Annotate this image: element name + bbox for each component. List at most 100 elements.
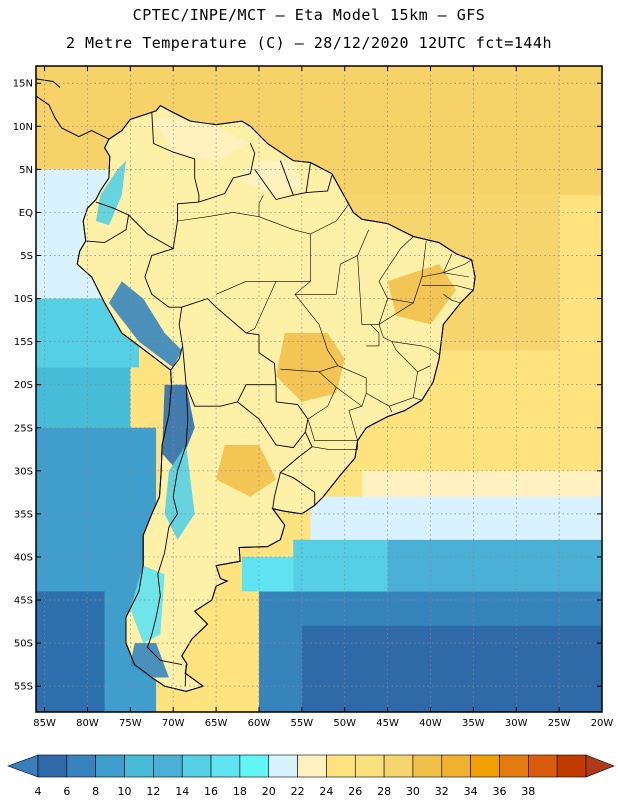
lat-label: 10N: [13, 122, 33, 133]
lon-label: 25W: [548, 718, 571, 729]
state-border: [258, 195, 264, 217]
country-border: [182, 345, 277, 407]
colorbar-swatch: [153, 754, 183, 778]
state-border: [443, 272, 470, 278]
lon-label: 35W: [462, 718, 485, 729]
colorbar-label: 30: [406, 785, 420, 798]
temperature-patch: [130, 565, 165, 644]
lat-label: 40S: [14, 552, 33, 563]
colorbar-label: 12: [146, 785, 160, 798]
lon-label: 45W: [376, 718, 399, 729]
colorbar: 4 6 8 10 12 14 16 18 20 22 24 26 28 30 32 34 36 38: [7, 754, 615, 798]
colorbar-label: 10: [118, 785, 132, 798]
colorbar-swatch: [499, 754, 529, 778]
country-border: [272, 472, 281, 509]
colorbar-label: 6: [63, 785, 70, 798]
colorbar-label: 36: [492, 785, 506, 798]
temperature-patch: [387, 264, 457, 325]
state-border: [245, 281, 277, 334]
colorbar-swatch: [412, 754, 443, 778]
colorbar-swatch: [181, 754, 212, 778]
temperature-patch: [108, 281, 182, 368]
temperature-tile: [387, 539, 602, 592]
country-border: [198, 143, 256, 203]
temperature-patch: [151, 117, 251, 161]
lat-label: 25S: [14, 423, 33, 434]
colorbar-swatch: [95, 754, 125, 778]
colorbar-swatch: [210, 754, 241, 778]
temperature-tile: [241, 556, 294, 592]
lon-label: 80W: [76, 718, 99, 729]
state-border: [294, 229, 369, 295]
country-border: [172, 201, 199, 249]
colorbar-swatch: [470, 754, 500, 778]
temperature-patch: [164, 445, 195, 540]
lon-label: 75W: [119, 718, 142, 729]
lon-label: 20W: [591, 718, 614, 729]
colorbar-label: 34: [464, 785, 478, 798]
lat-label: 20S: [14, 380, 33, 391]
country-border: [85, 201, 130, 244]
colorbar-label: 22: [291, 785, 305, 798]
temperature-tile: [293, 539, 388, 592]
lat-label: 15S: [14, 337, 33, 348]
map-title-line1: CPTEC/INPE/MCT – Eta Model 15km – GFS: [132, 6, 486, 24]
lat-label: 5N: [19, 165, 33, 176]
colorbar-swatch: [354, 754, 385, 778]
lat-label: 30S: [14, 466, 33, 477]
temperature-patch: [216, 445, 277, 497]
country-border: [151, 112, 200, 203]
country-border: [181, 298, 277, 385]
country-border: [128, 214, 184, 371]
lat-label: 35S: [14, 509, 33, 520]
colorbar-swatch: [66, 754, 96, 778]
state-border: [307, 387, 362, 442]
lon-label: 30W: [505, 718, 528, 729]
country-border: [237, 401, 309, 449]
lat-label: EQ: [19, 208, 33, 219]
colorbar-label: 20: [262, 785, 276, 798]
state-border: [421, 285, 474, 291]
colorbar-label: 4: [35, 785, 42, 798]
axis-ticks: 15N 10N 5N EQ 5S 10S 15S 20S 25S 30S 35S 40S 45S 50S 5…: [13, 66, 614, 729]
colorbar-swatch: [528, 754, 558, 778]
lat-label: 5S: [20, 251, 33, 262]
map-title-line2: 2 Metre Temperature (C) – 28/12/2020 12U…: [65, 34, 553, 52]
lat-label: 50S: [14, 639, 33, 650]
state-border: [443, 294, 461, 304]
colorbar-swatch: [37, 754, 68, 778]
lat-label: 15N: [13, 79, 33, 90]
state-border: [318, 365, 367, 407]
state-border: [387, 240, 427, 304]
country-border: [254, 160, 294, 201]
colorbar-high-arrow: [585, 754, 615, 778]
lon-label: 70W: [162, 718, 185, 729]
state-border: [177, 212, 311, 295]
colorbar-swatch: [297, 754, 327, 778]
temperature-patch: [96, 160, 126, 226]
colorbar-swatch: [268, 754, 298, 778]
colorbar-label: 38: [521, 785, 535, 798]
country-border: [184, 664, 187, 687]
temperature-tile: [36, 367, 131, 428]
temperature-tile: [310, 496, 602, 540]
coastline: [76, 104, 476, 692]
colorbar-label: 32: [435, 785, 449, 798]
lat-label: 10S: [14, 294, 33, 305]
temperature-tile: [301, 625, 602, 712]
colorbar-swatch: [441, 754, 471, 778]
colorbar-label: 8: [92, 785, 99, 798]
lon-label: 60W: [248, 718, 271, 729]
colorbar-low-arrow: [7, 754, 39, 778]
temperature-patch: [162, 384, 195, 471]
lon-label: 65W: [205, 718, 228, 729]
lon-label: 55W: [291, 718, 314, 729]
country-border: [306, 175, 333, 194]
lon-label: 85W: [33, 718, 56, 729]
colorbar-label: 26: [348, 785, 362, 798]
political-borders: [85, 112, 474, 687]
colorbar-label: 24: [319, 785, 333, 798]
state-border: [366, 324, 380, 347]
map-frame: [35, 65, 603, 713]
